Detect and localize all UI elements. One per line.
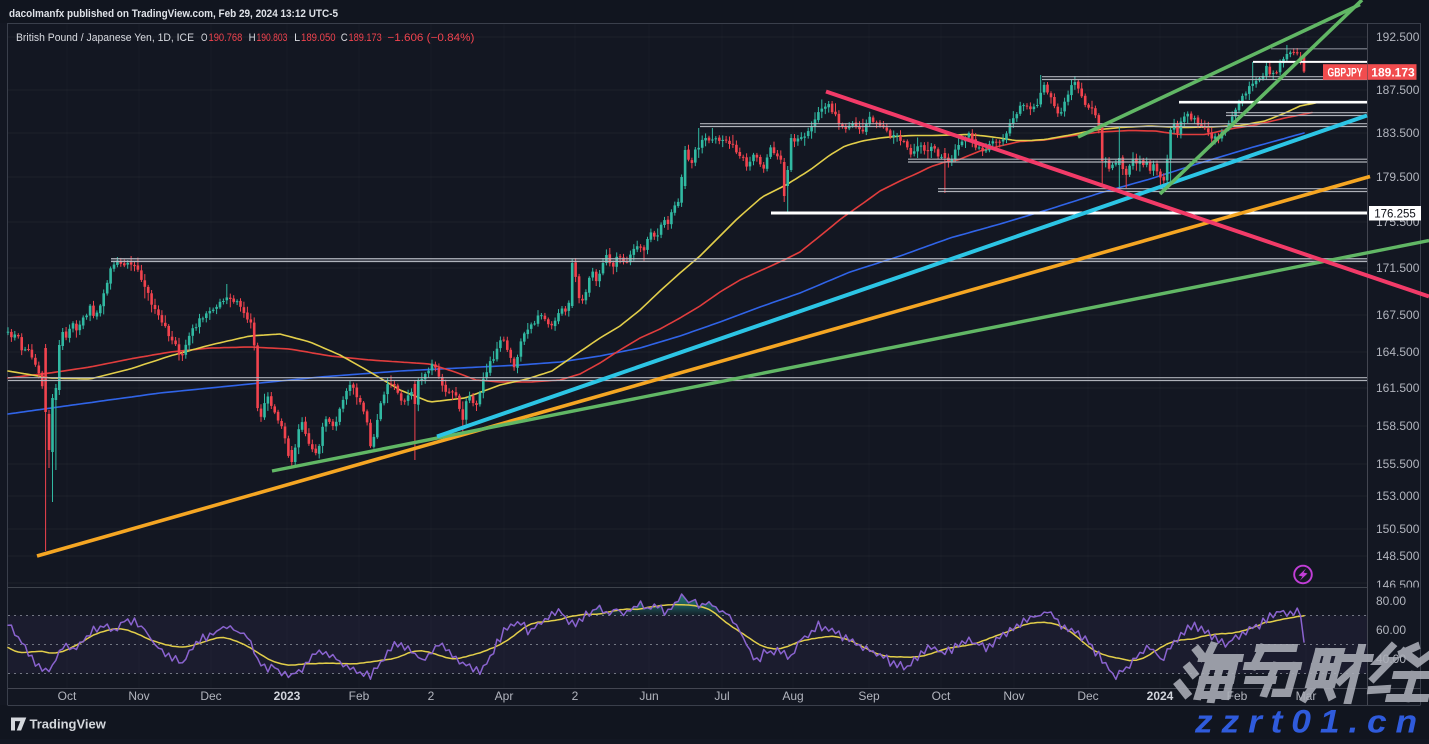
svg-text:183.500: 183.500 (1376, 126, 1420, 140)
svg-text:60.00: 60.00 (1376, 623, 1406, 637)
svg-text:148.500: 148.500 (1376, 549, 1420, 563)
svg-text:2: 2 (428, 689, 435, 703)
svg-text:Nov: Nov (1003, 689, 1024, 703)
svg-text:167.500: 167.500 (1376, 308, 1420, 322)
svg-text:2023: 2023 (274, 689, 301, 703)
svg-text:Jul: Jul (714, 689, 729, 703)
svg-text:176.255: 176.255 (1374, 209, 1416, 221)
svg-text:171.500: 171.500 (1376, 261, 1420, 275)
svg-text:zzrt01.cn: zzrt01.cn (1194, 704, 1426, 740)
svg-text:−1.606 (−0.84%): −1.606 (−0.84%) (387, 32, 474, 44)
svg-text:GBPJPY: GBPJPY (1328, 67, 1363, 79)
svg-text:Apr: Apr (495, 689, 514, 703)
svg-text:O: O (201, 32, 208, 44)
svg-text:192.500: 192.500 (1376, 30, 1420, 44)
svg-text:Oct: Oct (58, 689, 77, 703)
svg-text:189.050: 189.050 (301, 32, 336, 44)
svg-text:161.500: 161.500 (1376, 381, 1420, 395)
svg-text:dacolmanfx published on Tradin: dacolmanfx published on TradingView.com,… (9, 8, 338, 20)
svg-text:190.803: 190.803 (257, 32, 288, 44)
svg-text:H: H (249, 32, 256, 44)
svg-text:179.500: 179.500 (1376, 170, 1420, 184)
svg-text:189.173: 189.173 (1371, 65, 1415, 79)
svg-text:164.500: 164.500 (1376, 345, 1420, 359)
svg-text:Feb: Feb (349, 689, 370, 703)
svg-text:2024: 2024 (1147, 689, 1174, 703)
svg-text:158.500: 158.500 (1376, 419, 1420, 433)
svg-text:Nov: Nov (128, 689, 149, 703)
svg-text:British Pound / Japanese Yen,: British Pound / Japanese Yen, 1D, ICE (16, 32, 194, 44)
svg-text:187.500: 187.500 (1376, 83, 1420, 97)
svg-text:155.500: 155.500 (1376, 457, 1420, 471)
svg-text:150.500: 150.500 (1376, 522, 1420, 536)
svg-text:Dec: Dec (1077, 689, 1098, 703)
svg-text:Sep: Sep (858, 689, 880, 703)
svg-text:L: L (294, 32, 300, 44)
svg-text:80.00: 80.00 (1376, 594, 1406, 608)
svg-text:2: 2 (572, 689, 579, 703)
svg-text:Oct: Oct (932, 689, 951, 703)
svg-text:153.000: 153.000 (1376, 489, 1420, 503)
svg-text:Jun: Jun (639, 689, 658, 703)
svg-text:190.768: 190.768 (209, 32, 243, 44)
svg-text:Feb: Feb (1227, 689, 1248, 703)
svg-text:189.173: 189.173 (349, 32, 382, 44)
svg-text:TradingView: TradingView (30, 717, 107, 732)
svg-text:C: C (341, 32, 348, 44)
svg-text:Aug: Aug (782, 689, 803, 703)
svg-text:Dec: Dec (200, 689, 221, 703)
